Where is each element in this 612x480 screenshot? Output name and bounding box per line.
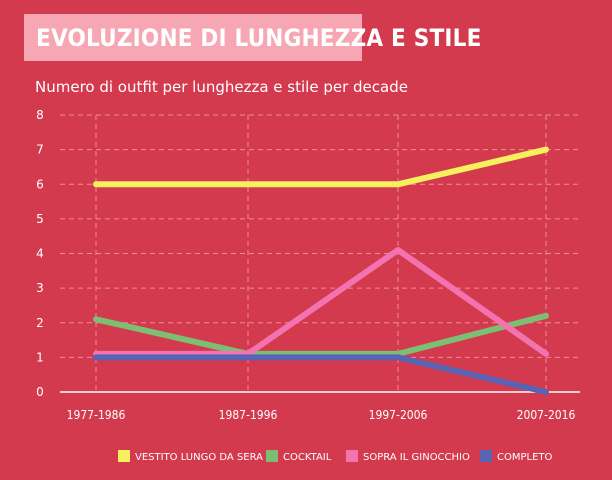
x-tick-label: 1997-2006 xyxy=(369,408,428,422)
legend-swatch xyxy=(346,450,358,462)
grid xyxy=(60,114,580,392)
chart-title: EVOLUZIONE DI LUNGHEZZA E STILE xyxy=(36,23,482,52)
series-line-2 xyxy=(93,247,549,357)
axes: 0 1 2 3 4 5 6 7 8 1977-1986 1987-1996 1997-2006 2007… xyxy=(36,108,580,422)
title-banner: EVOLUZIONE DI LUNGHEZZA E STILE xyxy=(24,14,481,61)
series-lines xyxy=(93,146,549,395)
legend-swatch xyxy=(118,450,130,462)
legend-label: COMPLETO xyxy=(497,452,553,463)
chart-subtitle: Numero di outfit per lunghezza e stile p… xyxy=(35,78,408,96)
y-tick-label: 2 xyxy=(36,316,44,330)
y-tick-label: 1 xyxy=(36,350,44,364)
legend-label: VESTITO LUNGO DA SERA xyxy=(135,452,263,463)
series-line-0 xyxy=(93,146,549,188)
y-tick-label: 0 xyxy=(36,385,44,399)
x-tick-label: 2007-2016 xyxy=(517,408,576,422)
y-tick-label: 4 xyxy=(36,247,44,261)
legend-label: SOPRA IL GINOCCHIO xyxy=(363,452,470,463)
series-line-3 xyxy=(93,354,549,395)
x-tick-label: 1977-1986 xyxy=(67,408,126,422)
y-tick-label: 3 xyxy=(36,281,44,295)
legend-swatch xyxy=(266,450,278,462)
legend-label: COCKTAIL xyxy=(283,452,332,463)
y-tick-label: 7 xyxy=(36,143,44,157)
series-line-1 xyxy=(93,312,549,357)
y-tick-label: 8 xyxy=(36,108,44,122)
legend: VESTITO LUNGO DA SERA COCKTAIL SOPRA IL GI… xyxy=(118,450,553,463)
x-tick-label: 1987-1996 xyxy=(219,408,278,422)
y-tick-label: 6 xyxy=(36,177,44,191)
y-tick-label: 5 xyxy=(36,212,44,226)
legend-swatch xyxy=(480,450,492,462)
